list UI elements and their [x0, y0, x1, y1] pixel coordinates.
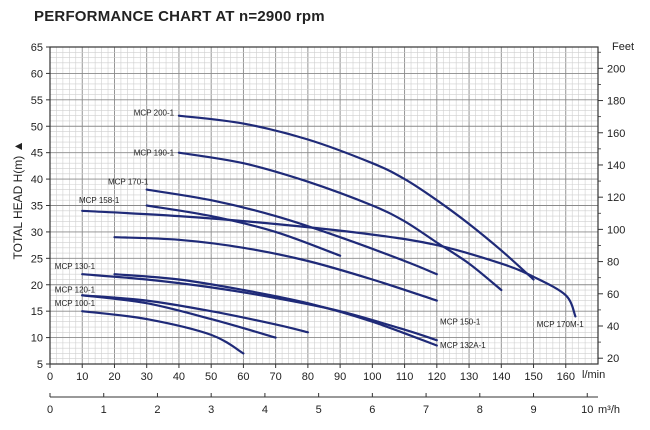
x-tick-label: 80 [302, 371, 314, 383]
series-label: MCP 150-1 [440, 317, 481, 326]
series-label: MCP 190-1 [134, 148, 175, 157]
y-tick-label: 60 [31, 68, 43, 80]
x-tick-label: 150 [524, 371, 542, 383]
x-tick-label: 90 [334, 371, 346, 383]
x-tick-label: 140 [492, 371, 510, 383]
y-tick-label: 55 [31, 95, 43, 107]
right-tick-label: 60 [607, 289, 619, 301]
x-tick-label: 40 [173, 371, 185, 383]
series-label: MCP 130-1 [55, 262, 96, 271]
x-tick-label: 130 [460, 371, 478, 383]
series-label: MCP 158-1 [79, 196, 120, 205]
y-tick-label: 30 [31, 227, 43, 239]
y-tick-label: 10 [31, 333, 43, 345]
y-tick-label: 40 [31, 174, 43, 186]
curve-mcp-170-1 [145, 188, 438, 276]
chart-title: PERFORMANCE CHART AT n=2900 rpm [34, 8, 325, 25]
right-tick-label: 40 [607, 321, 619, 333]
axes [46, 46, 603, 398]
secondary-x-tick-label: 7 [423, 404, 429, 416]
series-label: MCP 132A-1 [440, 341, 486, 350]
series-label: MCP 170-1 [108, 177, 149, 186]
curve-mcp-200-1 [177, 114, 535, 281]
curve-mcp-170m-1 [145, 204, 342, 257]
curve-unlabeled [113, 236, 438, 302]
x-tick-label: 120 [428, 371, 446, 383]
series-label: MCP 120-1 [55, 286, 96, 295]
secondary-x-tick-label: 4 [262, 404, 268, 416]
x-tick-label: 30 [141, 371, 153, 383]
secondary-x-tick-label: 8 [477, 404, 483, 416]
y-tick-label: 5 [37, 359, 43, 371]
curve-mcp-190-1 [177, 151, 503, 292]
x-tick-label: 60 [237, 371, 249, 383]
y-tick-label: 20 [31, 280, 43, 292]
y-tick-label: 15 [31, 306, 43, 318]
y-tick-label: 65 [31, 42, 43, 54]
curve-mcp-100-1 [81, 310, 245, 355]
secondary-x-tick-label: 9 [530, 404, 536, 416]
secondary-x-axis-unit: m³/h [598, 404, 620, 416]
curve-mcp-120-1 [81, 294, 309, 334]
x-tick-label: 10 [76, 371, 88, 383]
x-tick-label: 20 [108, 371, 120, 383]
x-tick-label: 100 [363, 371, 381, 383]
y-tick-label: 50 [31, 121, 43, 133]
secondary-x-tick-label: 6 [369, 404, 375, 416]
curve-mcp-130-1 [81, 273, 438, 342]
x-tick-label: 50 [205, 371, 217, 383]
secondary-x-tick-label: 1 [101, 404, 107, 416]
right-tick-label: 20 [607, 353, 619, 365]
y-tick-label: 25 [31, 253, 43, 265]
y-axis-label: TOTAL HEAD H(m) ▲ [11, 141, 25, 260]
secondary-x-tick-label: 10 [581, 404, 593, 416]
y-tick-label: 35 [31, 201, 43, 213]
y-tick-label: 45 [31, 148, 43, 160]
secondary-x-tick-label: 5 [316, 404, 322, 416]
x-tick-label: 0 [47, 371, 53, 383]
curve-mcp-132a-1 [81, 294, 277, 339]
series-label: MCP 170M-1 [537, 320, 585, 329]
curve-mcp-150-1 [113, 273, 438, 347]
right-tick-label: 100 [607, 224, 625, 236]
right-axis-label: Feet [612, 41, 634, 53]
curves [81, 114, 577, 355]
x-tick-label: 70 [270, 371, 282, 383]
series-label: MCP 100-1 [55, 299, 96, 308]
right-tick-label: 160 [607, 128, 625, 140]
right-tick-label: 80 [607, 257, 619, 269]
right-tick-label: 200 [607, 63, 625, 75]
right-tick-label: 180 [607, 96, 625, 108]
right-tick-label: 140 [607, 160, 625, 172]
secondary-x-tick-label: 3 [208, 404, 214, 416]
curve-mcp-158-1 [81, 209, 577, 318]
secondary-x-tick-label: 2 [154, 404, 160, 416]
x-tick-label: 110 [396, 371, 414, 383]
secondary-x-tick-label: 0 [47, 404, 53, 416]
series-labels: MCP 200-1 MCP 190-1 MCP 170-1 MCP 158-1 MCP … [55, 109, 584, 350]
x-axis-unit: l/min [582, 369, 605, 381]
series-label: MCP 200-1 [134, 109, 175, 118]
x-tick-label: 160 [557, 371, 575, 383]
right-tick-label: 120 [607, 192, 625, 204]
